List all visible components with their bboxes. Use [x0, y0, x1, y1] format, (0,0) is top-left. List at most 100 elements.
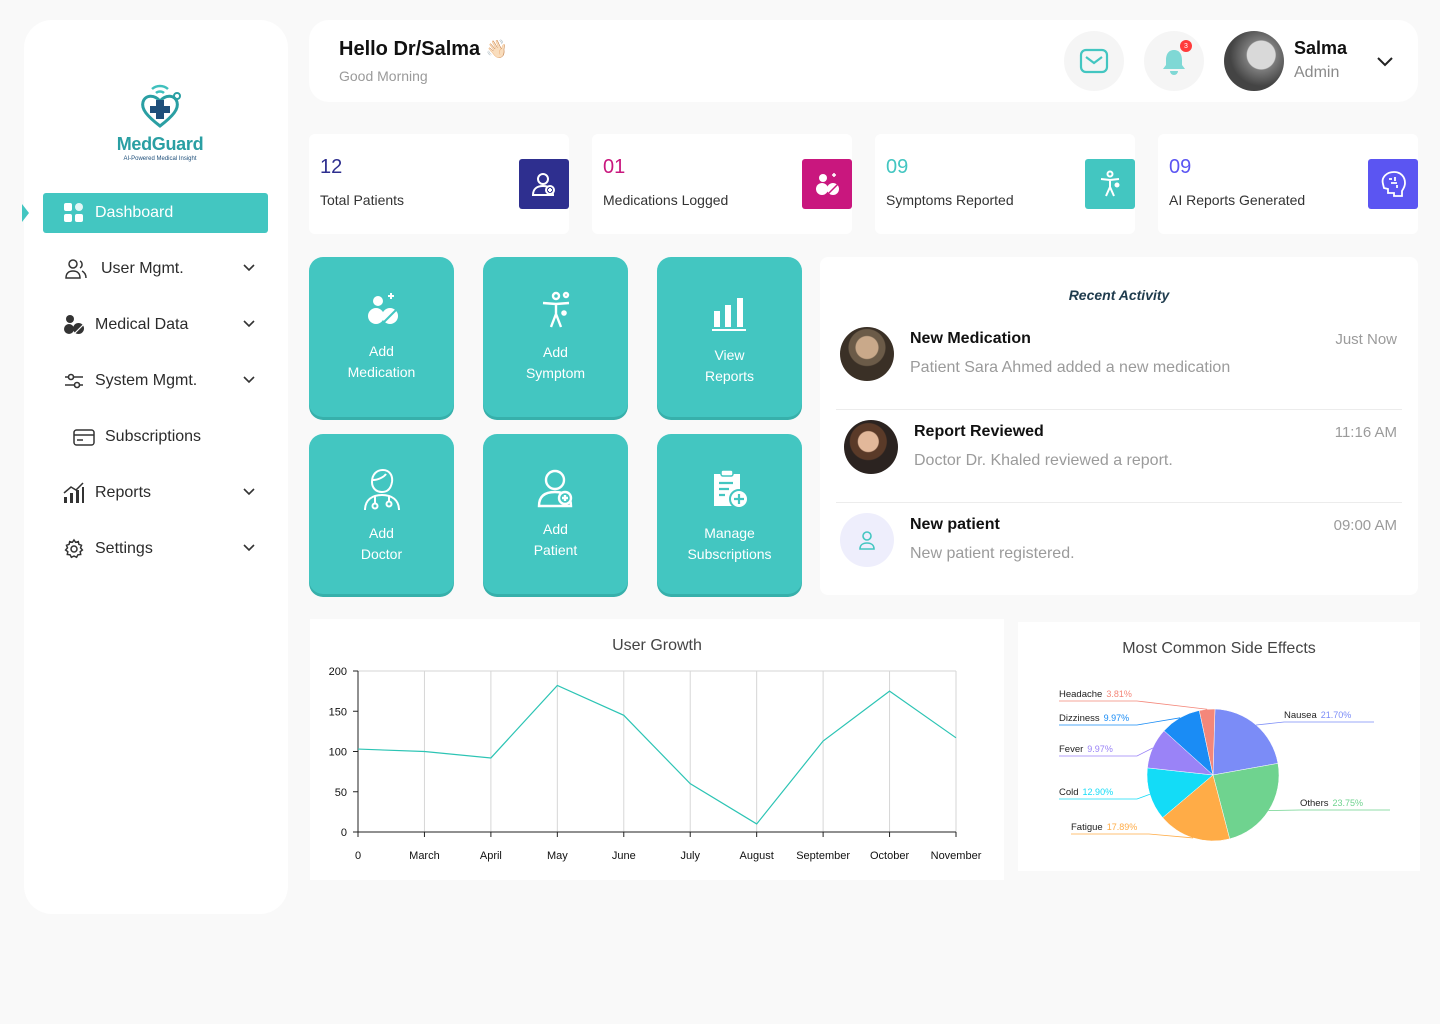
sidebar-item-system-mgmt[interactable]: System Mgmt. — [43, 361, 268, 401]
chevron-down-icon[interactable] — [242, 317, 256, 331]
greeting-subtitle: Good Morning — [339, 68, 428, 84]
stat-value: 12 — [320, 156, 343, 178]
notifications-button[interactable]: 3 — [1144, 31, 1204, 91]
pie-percent: 23.75% — [1333, 798, 1364, 808]
user-growth-chart: User Growth 0 50 100 150 200 0 March April May Ju… — [310, 619, 1004, 880]
chevron-down-icon[interactable] — [242, 541, 256, 555]
add-patient-button[interactable]: Add Patient — [483, 434, 628, 594]
leader-line — [1059, 700, 1208, 710]
stat-label: Medications Logged — [603, 192, 729, 208]
sidebar-item-label: Subscriptions — [105, 428, 202, 445]
chevron-down-icon[interactable] — [1375, 52, 1395, 70]
activity-description: New patient registered. — [910, 545, 1075, 562]
avatar[interactable] — [1224, 31, 1284, 91]
dashboard-grid-icon — [63, 202, 85, 224]
add-symptom-button[interactable]: Add Symptom — [483, 257, 628, 417]
stat-card-medications: 01 Medications Logged — [592, 134, 852, 234]
pills-icon — [309, 291, 454, 327]
leader-line — [1256, 721, 1374, 726]
add-doctor-button[interactable]: Add Doctor — [309, 434, 454, 594]
panel-title: Recent Activity — [1068, 287, 1170, 303]
activity-time: Just Now — [1335, 331, 1397, 348]
stat-card-symptoms: 09 Symptoms Reported — [875, 134, 1135, 234]
list-item[interactable]: New patient New patient registered. 09:0… — [836, 503, 1402, 596]
list-item[interactable]: New Medication Patient Sara Ahmed added … — [836, 317, 1402, 410]
ai-brain-icon — [1368, 159, 1418, 209]
sidebar-item-label: Settings — [95, 540, 153, 557]
y-tick-label: 0 — [341, 827, 347, 839]
x-tick-label: November — [931, 850, 982, 862]
pie-label: Fatigue 17.89% — [1071, 822, 1137, 833]
sidebar-item-label: Medical Data — [95, 316, 189, 333]
pie-label: Cold 12.90% — [1059, 787, 1113, 798]
tile-label: Manage Subscriptions — [687, 525, 772, 562]
chevron-down-icon[interactable] — [242, 261, 256, 275]
pie-slice[interactable] — [1212, 708, 1279, 776]
add-user-icon — [519, 159, 569, 209]
stat-value: 01 — [603, 156, 626, 178]
users-icon — [65, 258, 87, 280]
pie-slice[interactable] — [1198, 708, 1216, 776]
activity-title: New Medication — [910, 330, 1031, 347]
clipboard-plus-icon — [657, 468, 802, 510]
activity-time: 11:16 AM — [1334, 424, 1397, 441]
pie-label: Others 23.75% — [1300, 798, 1363, 809]
pie-chart-svg: Nausea 21.70% Others 23.75% Fatigue 17.89% Col… — [1059, 689, 1390, 842]
x-tick-label: May — [547, 850, 568, 862]
chevron-down-icon[interactable] — [242, 485, 256, 499]
greeting-text: Hello Dr/Salma — [339, 38, 481, 60]
x-tick-label: March — [409, 850, 440, 862]
y-tick-label: 50 — [335, 787, 347, 799]
sidebar-item-reports[interactable]: Reports — [43, 473, 268, 513]
x-tick-label: September — [796, 850, 850, 862]
body-icon — [483, 291, 628, 329]
sidebar-item-label: System Mgmt. — [95, 372, 198, 389]
pie-label: Headache 3.81% — [1059, 689, 1132, 700]
sidebar-item-settings[interactable]: Settings — [43, 529, 268, 569]
brand-logo: MedGuard AI-Powered Medical Insight — [110, 82, 210, 162]
pie-label: Dizziness 9.97% — [1059, 713, 1129, 724]
activity-time: 09:00 AM — [1333, 517, 1397, 534]
card-icon — [73, 426, 95, 448]
sidebar: MedGuard AI-Powered Medical Insight Dash… — [22, 20, 288, 914]
bell-icon — [1163, 50, 1185, 75]
sidebar-item-user-mgmt[interactable]: User Mgmt. — [43, 249, 268, 289]
doctor-icon — [309, 468, 454, 512]
series-line — [357, 684, 957, 825]
y-tick-label: 100 — [329, 747, 347, 759]
tile-label: Add Doctor — [360, 525, 403, 562]
sliders-icon — [63, 370, 85, 392]
sidebar-item-medical-data[interactable]: Medical Data — [43, 305, 268, 345]
manage-subscriptions-button[interactable]: Manage Subscriptions — [657, 434, 802, 594]
body-icon — [1085, 159, 1135, 209]
sidebar-item-label: User Mgmt. — [101, 260, 184, 277]
stat-value: 09 — [1169, 156, 1192, 178]
pie-slice[interactable] — [1162, 774, 1230, 842]
messages-button[interactable] — [1064, 31, 1124, 91]
pie-percent: 21.70% — [1321, 710, 1352, 720]
pie-slice[interactable] — [1212, 763, 1280, 840]
pie-percent: 9.97% — [1104, 713, 1130, 723]
sidebar-item-dashboard[interactable]: Dashboard — [43, 193, 268, 233]
avatar — [840, 327, 894, 381]
stat-card-total-patients: 12 Total Patients — [309, 134, 569, 234]
chevron-down-icon[interactable] — [242, 373, 256, 387]
tile-label: Add Patient — [533, 521, 578, 558]
add-medication-button[interactable]: Add Medication — [309, 257, 454, 417]
avatar — [844, 420, 898, 474]
leader-line — [1268, 809, 1390, 811]
mail-icon — [1079, 48, 1109, 74]
tile-label: Add Symptom — [525, 344, 586, 381]
user-name: Salma — [1294, 38, 1348, 58]
stat-label: Symptoms Reported — [886, 192, 1014, 208]
view-reports-button[interactable]: View Reports — [657, 257, 802, 417]
bar-chart-icon — [63, 482, 85, 504]
leader-line — [1059, 793, 1151, 800]
sidebar-item-subscriptions[interactable]: Subscriptions — [43, 417, 268, 457]
chart-title: Most Common Side Effects — [1122, 640, 1316, 657]
pie-percent: 12.90% — [1083, 787, 1114, 797]
list-item[interactable]: Report Reviewed Doctor Dr. Khaled review… — [836, 410, 1402, 503]
y-tick-label: 150 — [329, 706, 347, 718]
line-chart-svg: 0 50 100 150 200 0 March April May June July August… — [329, 666, 982, 862]
user-role: Admin — [1294, 64, 1340, 81]
